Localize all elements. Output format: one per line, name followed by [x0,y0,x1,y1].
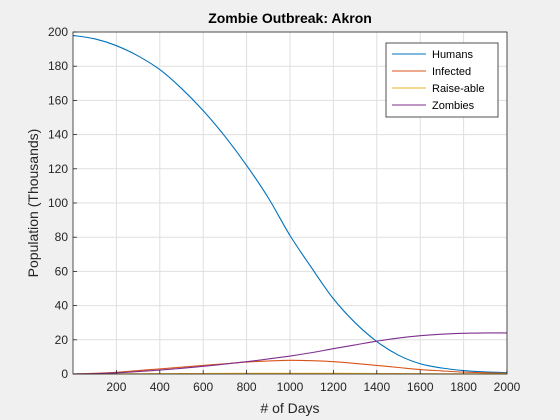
y-tick-label: 60 [55,264,69,278]
x-tick-label: 1800 [450,380,477,394]
y-axis-title: Population (Thousands) [25,129,41,278]
series-line-infected [72,359,508,375]
series-line-zombies [72,332,508,375]
x-tick-label: 1400 [363,380,390,394]
chart-title: Zombie Outbreak: Akron [208,10,372,26]
x-tick-label: 2000 [494,380,521,394]
y-tick-label: 40 [55,299,69,313]
x-tick-label: 1200 [320,380,347,394]
x-tick-label: 800 [237,380,257,394]
x-tick-label: 1600 [407,380,434,394]
legend-label-infected: Infected [432,66,471,78]
y-tick-label: 80 [55,230,69,244]
legend-label-zombies: Zombies [432,100,475,112]
y-tick-label: 200 [48,25,68,39]
y-tick-label: 0 [61,367,68,381]
x-tick-label: 1000 [277,380,304,394]
y-tick-label: 140 [48,128,68,142]
y-tick-label: 180 [48,59,68,73]
y-tick-label: 120 [48,162,68,176]
x-tick-label: 600 [193,380,213,394]
legend-label-raise-able: Raise-able [432,83,485,95]
legend-label-humans: Humans [432,49,473,61]
x-tick-label: 200 [106,380,126,394]
y-tick-label: 100 [48,196,68,210]
x-tick-label: 400 [150,380,170,394]
series-line-humans [72,34,508,374]
y-tick-label: 20 [55,333,69,347]
tick-layer: 200 400 600 800 1000 1200 1400 1600 1800 2000 0 20 4… [48,25,521,394]
x-axis-title: # of Days [260,400,319,416]
legend: Humans Infected Raise-able Zombies [385,42,499,118]
y-tick-label: 160 [48,93,68,107]
